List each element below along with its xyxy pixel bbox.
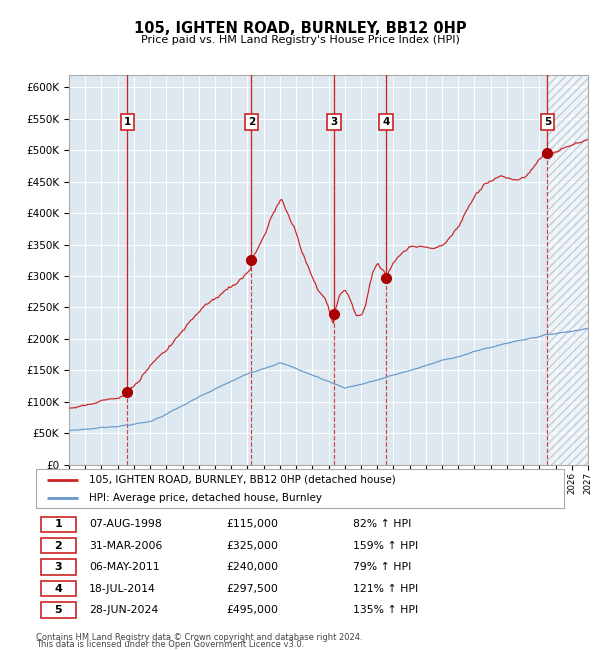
Text: 2: 2 bbox=[55, 541, 62, 551]
Text: This data is licensed under the Open Government Licence v3.0.: This data is licensed under the Open Gov… bbox=[36, 640, 304, 649]
Text: Price paid vs. HM Land Registry's House Price Index (HPI): Price paid vs. HM Land Registry's House … bbox=[140, 35, 460, 45]
Text: 3: 3 bbox=[331, 117, 338, 127]
FancyBboxPatch shape bbox=[41, 581, 76, 596]
Text: £240,000: £240,000 bbox=[226, 562, 278, 572]
Text: 79% ↑ HPI: 79% ↑ HPI bbox=[353, 562, 411, 572]
Bar bbox=[547, 75, 596, 465]
Text: 07-AUG-1998: 07-AUG-1998 bbox=[89, 519, 161, 529]
Text: 135% ↑ HPI: 135% ↑ HPI bbox=[353, 605, 418, 615]
Text: 18-JUL-2014: 18-JUL-2014 bbox=[89, 584, 155, 593]
Text: £325,000: £325,000 bbox=[226, 541, 278, 551]
Text: 3: 3 bbox=[55, 562, 62, 572]
Text: HPI: Average price, detached house, Burnley: HPI: Average price, detached house, Burn… bbox=[89, 493, 322, 502]
Text: 121% ↑ HPI: 121% ↑ HPI bbox=[353, 584, 418, 593]
Text: 4: 4 bbox=[382, 117, 390, 127]
Text: £297,500: £297,500 bbox=[226, 584, 278, 593]
Text: 31-MAR-2006: 31-MAR-2006 bbox=[89, 541, 162, 551]
Text: 1: 1 bbox=[55, 519, 62, 529]
Text: £495,000: £495,000 bbox=[226, 605, 278, 615]
FancyBboxPatch shape bbox=[41, 560, 76, 575]
Text: 105, IGHTEN ROAD, BURNLEY, BB12 0HP (detached house): 105, IGHTEN ROAD, BURNLEY, BB12 0HP (det… bbox=[89, 475, 395, 485]
Text: 1: 1 bbox=[124, 117, 131, 127]
Text: 4: 4 bbox=[55, 584, 62, 593]
Text: 28-JUN-2024: 28-JUN-2024 bbox=[89, 605, 158, 615]
Text: Contains HM Land Registry data © Crown copyright and database right 2024.: Contains HM Land Registry data © Crown c… bbox=[36, 632, 362, 642]
FancyBboxPatch shape bbox=[36, 469, 564, 508]
Text: 5: 5 bbox=[544, 117, 551, 127]
Text: 5: 5 bbox=[55, 605, 62, 615]
Text: 82% ↑ HPI: 82% ↑ HPI bbox=[353, 519, 411, 529]
Text: 105, IGHTEN ROAD, BURNLEY, BB12 0HP: 105, IGHTEN ROAD, BURNLEY, BB12 0HP bbox=[134, 21, 466, 36]
Text: 06-MAY-2011: 06-MAY-2011 bbox=[89, 562, 160, 572]
FancyBboxPatch shape bbox=[41, 517, 76, 532]
Text: £115,000: £115,000 bbox=[226, 519, 278, 529]
FancyBboxPatch shape bbox=[41, 603, 76, 618]
FancyBboxPatch shape bbox=[41, 538, 76, 553]
Text: 2: 2 bbox=[248, 117, 255, 127]
Text: 159% ↑ HPI: 159% ↑ HPI bbox=[353, 541, 418, 551]
